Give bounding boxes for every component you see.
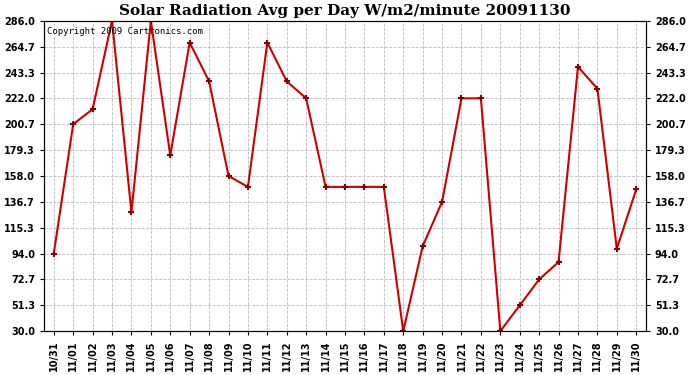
Title: Solar Radiation Avg per Day W/m2/minute 20091130: Solar Radiation Avg per Day W/m2/minute … [119,4,571,18]
Text: Copyright 2009 Cartronics.com: Copyright 2009 Cartronics.com [47,27,203,36]
